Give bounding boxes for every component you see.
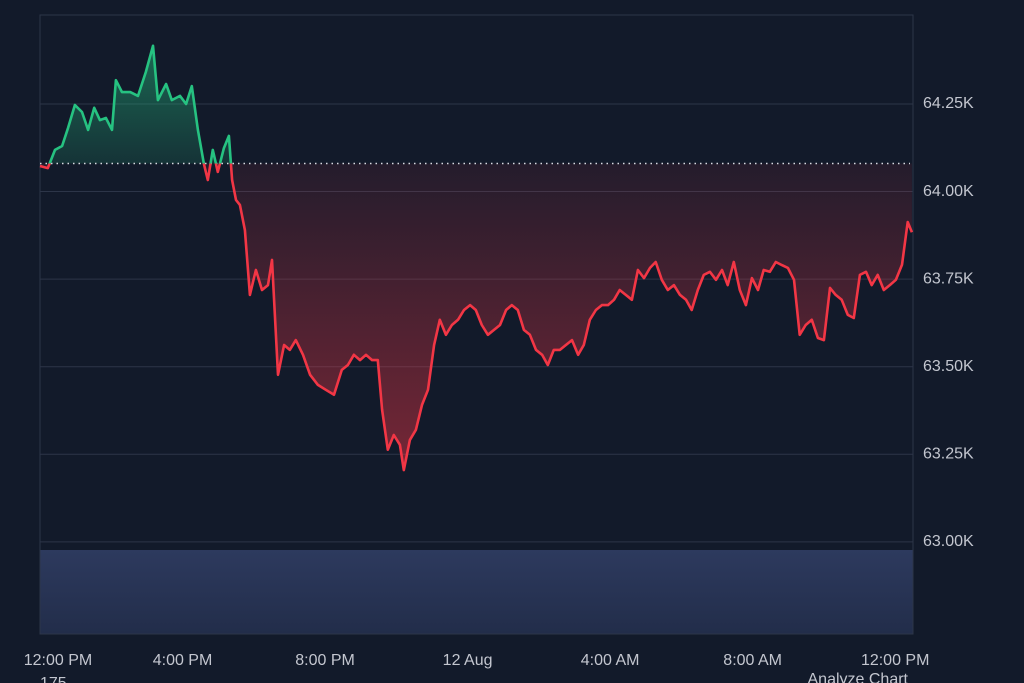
y-tick-label: 64.00K	[923, 183, 974, 200]
price-line	[39, 44, 914, 472]
area	[40, 45, 912, 471]
volume-area	[40, 550, 913, 634]
x-tick-label: 4:00 PM	[153, 652, 213, 669]
y-tick-label: 63.25K	[923, 446, 974, 463]
y-tick-label: 63.50K	[923, 358, 974, 375]
y-tick-label: 64.25K	[923, 95, 974, 112]
x-tick-label: 8:00 AM	[723, 652, 782, 669]
x-tick-label: 8:00 PM	[295, 652, 355, 669]
y-tick-label: 63.00K	[923, 533, 974, 550]
y-tick-label: 63.75K	[923, 270, 974, 287]
analyze-button[interactable]: Analyze Chart	[808, 671, 909, 683]
volume-label: 175	[40, 675, 67, 683]
plot-frame	[39, 14, 914, 635]
x-tick-label: 12 Aug	[443, 652, 493, 669]
x-tick-label: 4:00 AM	[581, 652, 640, 669]
x-tick-label: 12:00 PM	[861, 652, 929, 669]
x-tick-label: 12:00 PM	[24, 652, 92, 669]
